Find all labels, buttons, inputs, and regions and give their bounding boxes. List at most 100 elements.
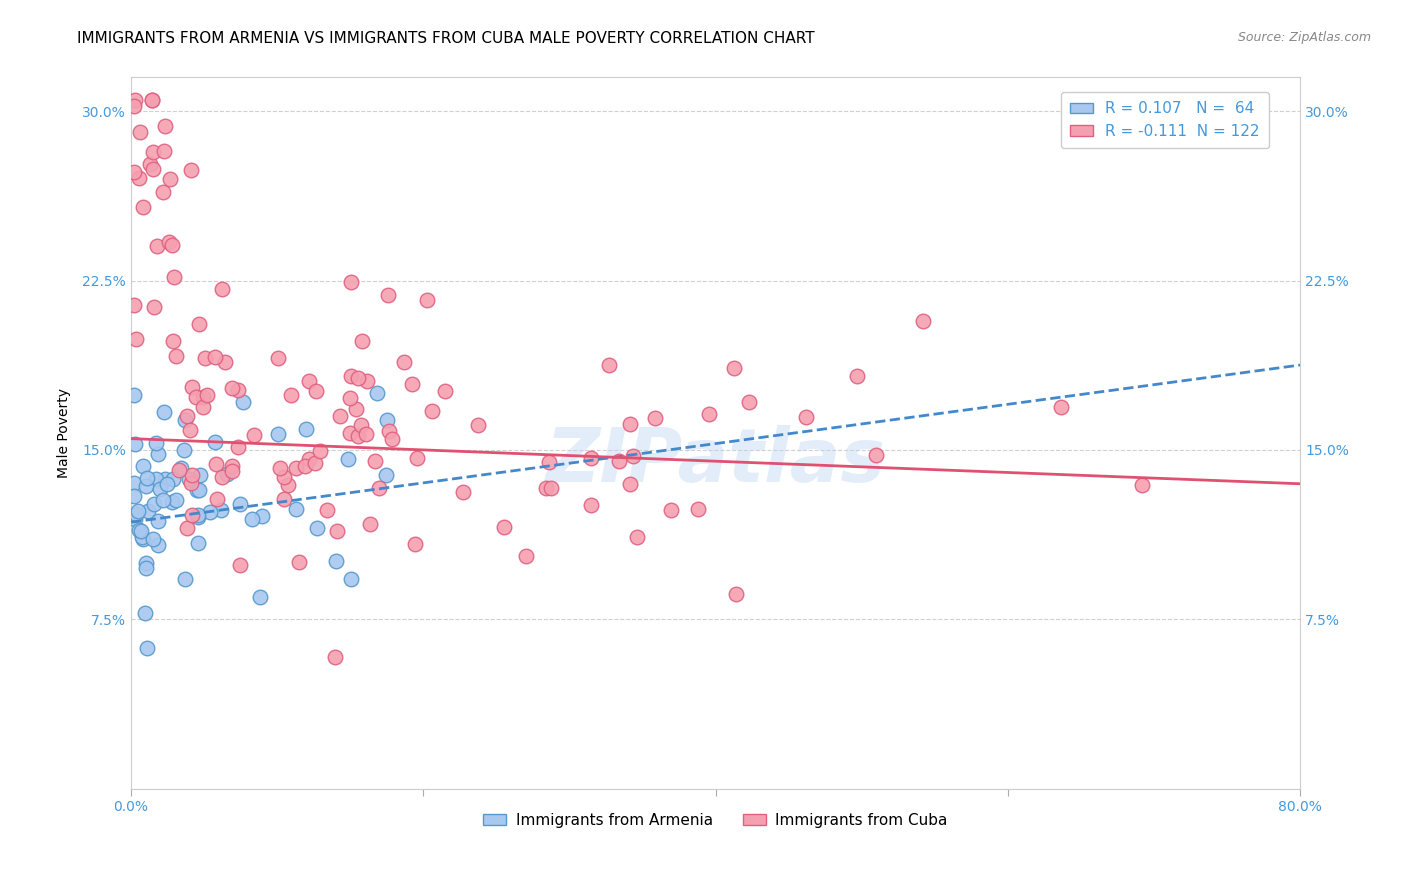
Point [226,383,249,397]
Point [221,381,243,395]
Point [229,558,252,573]
Point [316,503,339,517]
Point [170,461,193,475]
Point [186,390,208,404]
Point [134,606,156,620]
Point [295,422,318,436]
Point [250,508,273,523]
Point [207,491,229,506]
Point [221,464,243,478]
Point [177,472,200,486]
Point [621,449,644,463]
Point [340,572,363,586]
Legend: Immigrants from Armenia, Immigrants from Cuba: Immigrants from Armenia, Immigrants from… [477,807,953,834]
Point [193,400,215,414]
Point [240,512,263,526]
Point [344,401,367,416]
Point [329,409,352,423]
Point [356,374,378,388]
Point [405,450,427,465]
Point [141,93,163,107]
Point [136,641,159,656]
Point [181,508,204,522]
Point [467,418,489,433]
Point [153,144,176,158]
Point [280,388,302,402]
Point [340,369,363,384]
Text: IMMIGRANTS FROM ARMENIA VS IMMIGRANTS FROM CUBA MALE POVERTY CORRELATION CHART: IMMIGRANTS FROM ARMENIA VS IMMIGRANTS FR… [77,31,815,46]
Point [352,334,374,349]
Point [404,537,426,551]
Point [416,293,439,308]
Point [149,483,172,497]
Point [155,472,177,486]
Point [141,93,163,107]
Point [326,524,349,538]
Point [211,470,233,484]
Point [159,172,181,186]
Point [420,404,443,418]
Point [534,481,557,495]
Point [221,458,243,473]
Point [515,549,537,563]
Point [187,510,209,524]
Point [173,443,195,458]
Point [204,351,226,365]
Point [179,423,201,437]
Point [378,425,401,439]
Point [132,459,155,474]
Point [165,492,187,507]
Point [152,186,174,200]
Point [180,162,202,177]
Point [242,428,264,442]
Point [188,467,211,482]
Point [135,556,157,570]
Point [143,497,166,511]
Point [187,508,209,522]
Point [846,368,869,383]
Point [794,410,817,425]
Point [308,444,330,458]
Point [226,440,249,454]
Point [145,436,167,450]
Point [579,498,602,512]
Point [153,405,176,419]
Point [162,472,184,486]
Point [537,455,560,469]
Point [368,481,391,495]
Point [364,454,387,468]
Y-axis label: Male Poverty: Male Poverty [58,388,72,478]
Point [142,145,165,159]
Point [619,417,641,432]
Point [377,288,399,302]
Point [162,334,184,348]
Point [142,533,165,547]
Point [697,407,720,421]
Point [375,468,398,483]
Point [173,572,195,586]
Point [159,235,181,249]
Point [1130,477,1153,491]
Point [176,409,198,423]
Point [865,448,887,462]
Point [193,351,215,365]
Point [122,298,145,312]
Point [284,501,307,516]
Point [143,300,166,314]
Point [124,93,146,107]
Point [347,371,370,385]
Point [142,161,165,176]
Point [146,446,169,460]
Point [186,483,208,498]
Point [340,275,363,289]
Point [156,476,179,491]
Point [128,523,150,537]
Point [434,384,457,399]
Point [540,481,562,495]
Point [598,358,620,372]
Point [451,484,474,499]
Point [288,555,311,569]
Point [686,501,709,516]
Point [607,454,630,468]
Point [132,532,155,546]
